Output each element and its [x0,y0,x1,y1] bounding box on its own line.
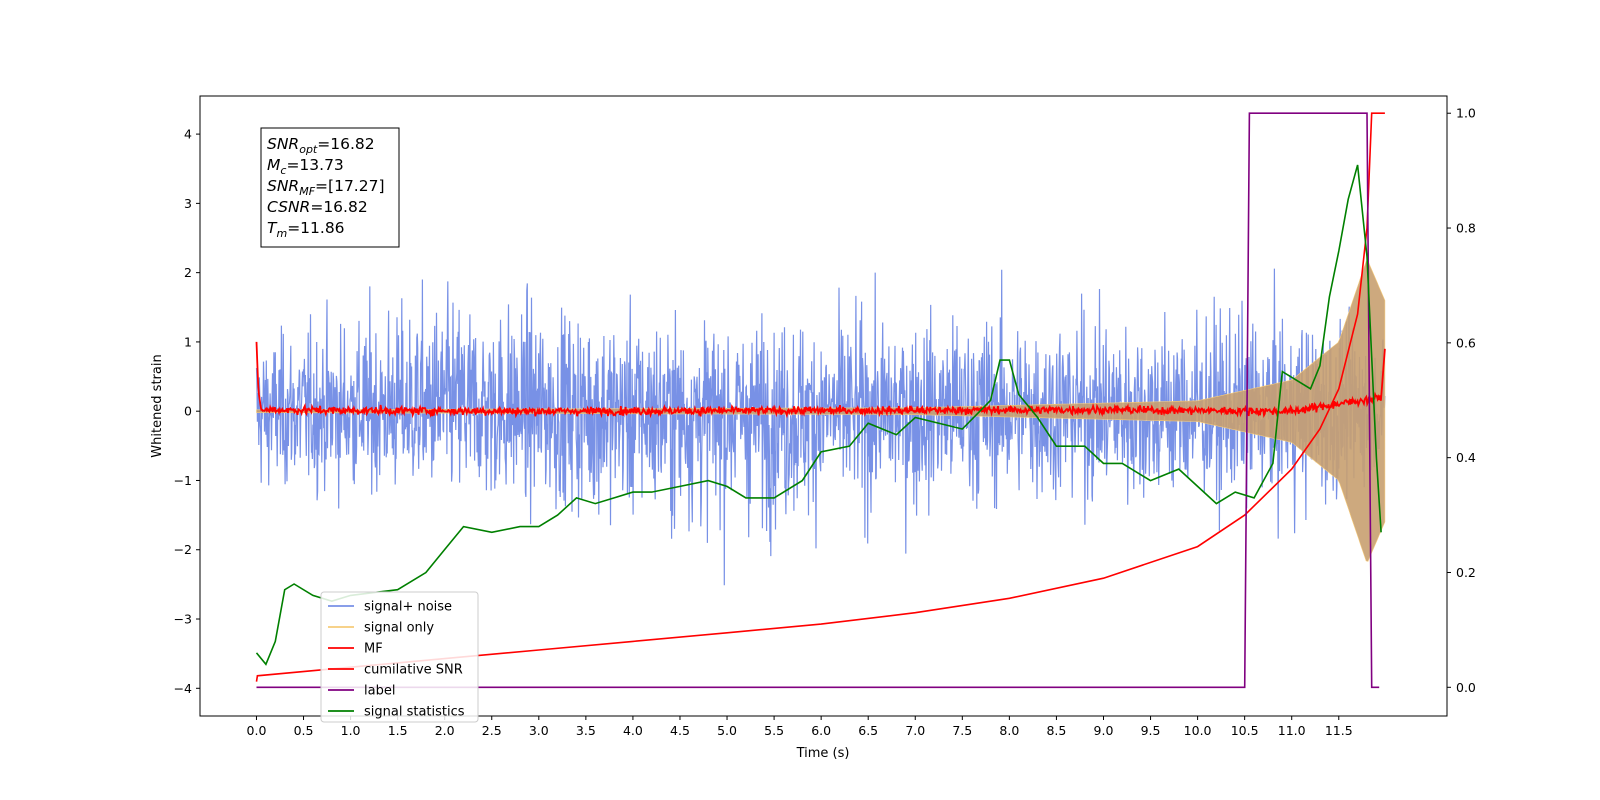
x-tick-label: 1.0 [341,723,361,738]
series-label [256,112,1380,689]
info-box-frame [260,127,400,248]
x-tick-label: 0.0 [247,723,267,738]
y-right-tick-label: 0.8 [1456,221,1476,236]
y-left-tick-label: 0 [184,404,192,419]
x-tick-label: 11.5 [1325,723,1353,738]
legend-label: signal statistics [364,705,465,720]
y-right-tick-label: 0.0 [1456,680,1476,695]
legend-label: cumilative SNR [364,663,463,678]
y-left-tick-label: −4 [174,681,192,696]
x-axis: 0.0 0.5 1.0 1.5 2.0 2.5 3.0 3.5 4.0 4.5 5.0 5.5 6.0 6… [247,716,1353,738]
x-axis-title: Time (s) [796,746,850,761]
x-tick-label: 9.5 [1141,723,1161,738]
y-left-tick-label: −2 [174,542,192,557]
x-tick-label: 6.5 [858,723,878,738]
legend-label: MF [364,642,383,657]
y-left-tick-label: 3 [184,196,192,211]
y-axis-right: 0.0 0.2 0.4 0.6 0.8 1.0 [1447,106,1476,695]
y-left-tick-label: 4 [184,127,192,142]
series-signal-noise [255,268,1386,586]
x-tick-label: 10.5 [1231,723,1259,738]
x-tick-label: 9.0 [1094,723,1114,738]
x-tick-label: 11.0 [1278,723,1306,738]
x-tick-label: 5.0 [717,723,737,738]
legend-label: signal only [364,621,434,636]
info-line: CSNR=16.82 [267,198,368,216]
y-left-tick-label: −3 [174,612,192,627]
x-tick-label: 1.5 [388,723,408,738]
x-tick-label: 7.5 [952,723,972,738]
x-tick-label: 8.5 [1046,723,1066,738]
series-signal-statistics [255,164,1382,666]
x-tick-label: 10.0 [1184,723,1212,738]
x-tick-label: 6.0 [811,723,831,738]
y-left-tick-label: 2 [184,265,192,280]
plot-frame [199,95,1448,717]
y-left-tick-label: −1 [174,473,192,488]
x-tick-label: 2.0 [435,723,455,738]
x-tick-label: 5.5 [764,723,784,738]
x-tick-label: 8.0 [999,723,1019,738]
y-axis-left: −4 −3 −2 −1 0 1 2 3 4 [174,127,200,696]
x-tick-label: 3.0 [529,723,549,738]
legend-label: signal+ noise [364,600,452,615]
y-right-tick-label: 0.6 [1456,335,1476,350]
y-right-tick-label: 1.0 [1456,106,1476,121]
x-tick-label: 4.0 [623,723,643,738]
y-right-tick-label: 0.4 [1456,450,1476,465]
series-layer [255,112,1386,689]
info-line: Mc=13.73 [267,156,344,177]
x-tick-label: 7.0 [905,723,925,738]
legend-frame [320,591,479,723]
info-line: SNRMF=[17.27] [267,177,385,198]
info-line: SNRopt=16.82 [267,135,375,156]
legend: signal+ noise signal only MF cumilative SNR… [320,591,479,723]
x-tick-label: 2.5 [482,723,502,738]
x-tick-label: 4.5 [670,723,690,738]
x-tick-label: 0.5 [294,723,314,738]
legend-label: label [364,684,395,699]
series-mf [255,341,1386,419]
info-line: Tm=11.86 [267,219,345,240]
info-box: SNRopt=16.82Mc=13.73SNRMF=[17.27]CSNR=16… [260,127,400,248]
y-left-tick-label: 1 [184,334,192,349]
y-axis-title: Whitened strain [150,354,165,457]
y-right-tick-label: 0.2 [1456,565,1476,580]
x-tick-label: 3.5 [576,723,596,738]
